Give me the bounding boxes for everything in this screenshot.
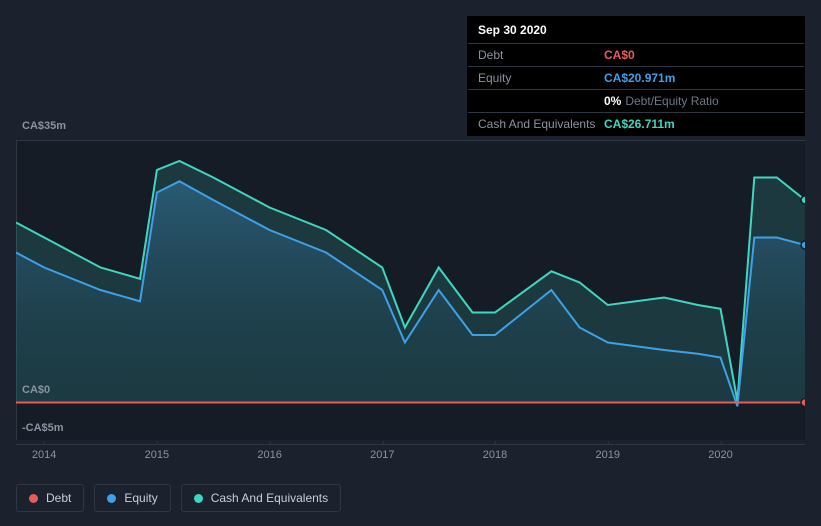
legend-item-debt[interactable]: Debt: [16, 484, 84, 512]
tooltip-row: DebtCA$0: [468, 44, 804, 67]
tooltip-date: Sep 30 2020: [468, 17, 804, 44]
plot-svg: [16, 140, 805, 440]
chart-area: CA$35m CA$0 -CA$5m: [16, 120, 805, 440]
x-axis: 2014 2015 2016 2017 2018 2019 2020: [16, 444, 805, 468]
tooltip-row-label: Equity: [478, 71, 604, 85]
legend: Debt Equity Cash And Equivalents: [16, 484, 341, 512]
x-tick-label: 2019: [596, 449, 620, 461]
end-marker-equity: [801, 241, 805, 249]
legend-item-cash[interactable]: Cash And Equivalents: [181, 484, 341, 512]
end-marker-cash: [801, 196, 805, 204]
legend-item-equity[interactable]: Equity: [94, 484, 170, 512]
tooltip-row-sublabel: Debt/Equity Ratio: [625, 94, 718, 108]
chart-container: Sep 30 2020 DebtCA$0EquityCA$20.971m0%De…: [0, 0, 821, 526]
x-tick-label: 2014: [32, 449, 56, 461]
tooltip-row-label: [478, 94, 604, 108]
circle-icon: [29, 494, 38, 503]
y-tick-label: CA$35m: [22, 120, 66, 132]
x-tick-label: 2020: [708, 449, 732, 461]
tooltip-row-label: Debt: [478, 48, 604, 62]
x-tick-label: 2017: [370, 449, 394, 461]
hover-tooltip: Sep 30 2020 DebtCA$0EquityCA$20.971m0%De…: [467, 16, 805, 136]
circle-icon: [194, 494, 203, 503]
legend-label: Cash And Equivalents: [211, 491, 328, 505]
x-tick-label: 2018: [483, 449, 507, 461]
tooltip-row: EquityCA$20.971m: [468, 67, 804, 90]
legend-label: Debt: [46, 491, 71, 505]
tooltip-row-value: CA$0: [604, 48, 794, 62]
tooltip-row-value: CA$20.971m: [604, 71, 794, 85]
x-tick-label: 2016: [257, 449, 281, 461]
circle-icon: [107, 494, 116, 503]
y-tick-label: -CA$5m: [22, 422, 64, 434]
legend-label: Equity: [124, 491, 157, 505]
y-tick-label: CA$0: [22, 384, 50, 396]
tooltip-row: 0%Debt/Equity Ratio: [468, 90, 804, 113]
x-tick-label: 2015: [145, 449, 169, 461]
end-marker-debt: [801, 399, 805, 407]
tooltip-row-value: 0%Debt/Equity Ratio: [604, 94, 794, 108]
